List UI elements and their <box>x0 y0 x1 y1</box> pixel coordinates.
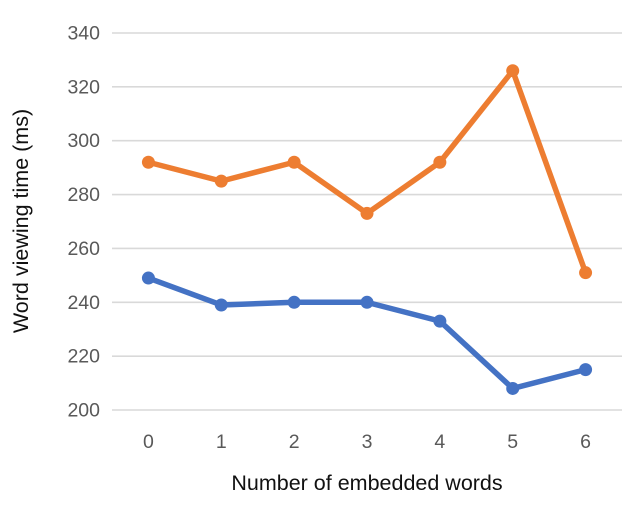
orange-series-marker <box>506 64 520 78</box>
x-axis-title: Number of embedded words <box>231 471 502 495</box>
blue-series-marker <box>506 381 520 395</box>
blue-series-marker <box>141 271 155 285</box>
blue-series-marker <box>433 314 447 328</box>
y-axis-tick-labels: 200 220 240 260 280 300 320 340 <box>67 23 100 422</box>
orange-series-marker <box>579 266 593 280</box>
y-tick-label: 220 <box>67 346 100 368</box>
series-lines <box>141 64 593 395</box>
y-tick-label: 200 <box>67 400 100 422</box>
y-axis-title: Word viewing time (ms) <box>9 109 33 333</box>
x-axis-tick-labels: 0 1 2 3 4 5 6 <box>143 431 591 453</box>
y-tick-label: 300 <box>67 130 100 152</box>
orange-series-marker <box>360 206 374 220</box>
blue-series-marker <box>214 298 228 312</box>
y-tick-label: 320 <box>67 76 100 98</box>
blue-series-marker <box>360 295 374 309</box>
blue-series-marker <box>579 363 593 377</box>
blue-series-marker <box>287 295 301 309</box>
x-tick-label: 5 <box>507 431 518 453</box>
x-tick-label: 4 <box>434 431 445 453</box>
x-tick-label: 3 <box>362 431 373 453</box>
orange-series-marker <box>141 155 155 169</box>
orange-series-marker <box>433 155 447 169</box>
y-tick-label: 340 <box>67 23 100 45</box>
orange-series-marker <box>287 155 301 169</box>
y-tick-label: 260 <box>67 238 100 260</box>
x-tick-label: 1 <box>216 431 227 453</box>
y-tick-label: 280 <box>67 184 100 206</box>
gridlines <box>112 32 622 411</box>
y-tick-label: 240 <box>67 292 100 314</box>
x-tick-label: 2 <box>289 431 300 453</box>
blue-series-line <box>145 275 589 392</box>
x-tick-label: 0 <box>143 431 154 453</box>
orange-series-line <box>145 67 589 276</box>
x-tick-label: 6 <box>580 431 591 453</box>
orange-series-marker <box>214 174 228 188</box>
